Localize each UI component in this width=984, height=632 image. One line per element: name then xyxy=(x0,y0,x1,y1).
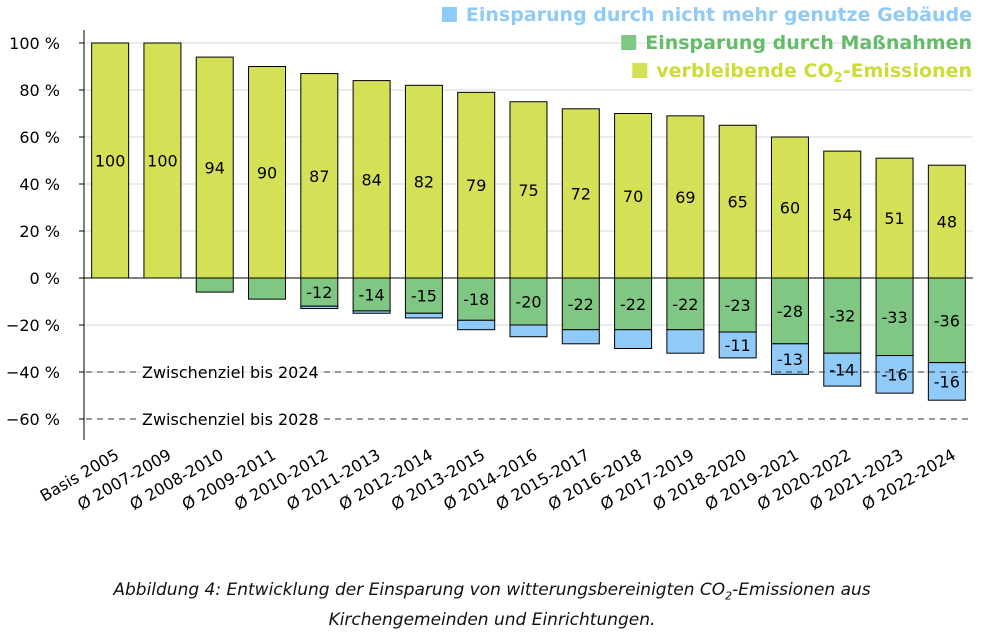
bar-remaining xyxy=(561,108,600,279)
caption-line-2: Kirchengemeinden und Einrichtungen. xyxy=(328,610,656,631)
bar-measures xyxy=(300,277,339,307)
data-label-remaining: 60 xyxy=(780,199,800,218)
y-tick-label: 40 % xyxy=(19,175,60,194)
bar-measures xyxy=(875,277,914,357)
data-label-buildings: -16 xyxy=(881,365,907,384)
bar-measures xyxy=(248,277,287,300)
caption-line-1: Abbildung 4: Entwicklung der Einsparung … xyxy=(113,580,871,603)
legend-swatch xyxy=(441,7,457,22)
bar-remaining xyxy=(352,80,391,279)
bar-remaining xyxy=(91,42,130,279)
data-label-measures: -23 xyxy=(725,296,751,315)
bar-buildings xyxy=(718,331,757,359)
data-label-remaining: 65 xyxy=(727,193,747,212)
bar-measures xyxy=(195,277,234,293)
data-label-measures: -22 xyxy=(672,295,698,314)
bar-remaining xyxy=(509,101,548,279)
bar-buildings xyxy=(509,324,548,338)
bar-buildings xyxy=(823,352,862,387)
y-tick-label: 100 % xyxy=(9,34,60,53)
bar-buildings xyxy=(614,329,653,350)
bar-buildings xyxy=(927,362,966,401)
y-tick-label: 80 % xyxy=(19,81,60,100)
data-label-remaining: 87 xyxy=(309,167,329,186)
y-tick-label: 20 % xyxy=(19,222,60,241)
legend-swatch xyxy=(621,35,637,50)
bar-buildings xyxy=(404,312,443,319)
data-label-remaining: 48 xyxy=(937,213,957,232)
data-label-buildings: -16 xyxy=(934,372,960,391)
bar-remaining xyxy=(404,84,443,279)
legend-label-text: Einsparung durch nicht mehr genutze Gebä… xyxy=(466,4,972,26)
bar-remaining xyxy=(457,91,496,279)
data-label-remaining: 75 xyxy=(518,181,538,200)
data-label-remaining: 100 xyxy=(95,152,126,171)
bar-measures xyxy=(770,277,809,345)
data-label-remaining: 100 xyxy=(147,152,178,171)
bar-remaining xyxy=(666,115,705,279)
data-label-measures: -32 xyxy=(829,307,855,326)
bar-remaining xyxy=(718,124,757,279)
data-label-measures: -33 xyxy=(881,308,907,327)
data-label-measures: -36 xyxy=(934,311,960,330)
legend-label-text: verbleibende CO xyxy=(656,60,833,82)
data-label-measures: -18 xyxy=(463,290,489,309)
legend-label: Einsparung durch Maßnahmen xyxy=(645,32,972,54)
bar-buildings xyxy=(457,319,496,331)
bar-remaining xyxy=(248,66,287,279)
data-label-measures: -12 xyxy=(306,283,332,302)
bar-remaining xyxy=(614,113,653,279)
data-label-remaining: 51 xyxy=(884,209,904,228)
data-label-remaining: 72 xyxy=(571,184,591,203)
data-label-buildings: -14 xyxy=(829,361,855,380)
reference-line-label: Zwischenziel bis 2028 xyxy=(142,410,319,429)
data-label-remaining: 84 xyxy=(361,170,381,189)
bar-remaining xyxy=(195,56,234,279)
bar-buildings xyxy=(875,355,914,394)
bar-buildings xyxy=(770,343,809,375)
data-label-measures: -14 xyxy=(359,285,385,304)
data-label-remaining: 82 xyxy=(414,173,434,192)
figure-caption: Abbildung 4: Entwicklung der Einsparung … xyxy=(0,578,984,632)
y-tick-label: −40 % xyxy=(6,363,60,382)
data-label-measures: -22 xyxy=(568,295,594,314)
data-label-remaining: 90 xyxy=(257,163,277,182)
legend-label: Einsparung durch nicht mehr genutze Gebä… xyxy=(466,4,972,26)
data-label-measures: -15 xyxy=(411,287,437,306)
legend-swatch xyxy=(632,63,648,78)
data-label-buildings: -11 xyxy=(725,336,751,355)
bar-measures xyxy=(927,277,966,364)
y-tick-label: 0 % xyxy=(30,269,60,288)
data-label-remaining: 70 xyxy=(623,187,643,206)
data-label-measures: -20 xyxy=(515,293,541,312)
bar-remaining xyxy=(300,73,339,279)
data-label-remaining: 69 xyxy=(675,188,695,207)
bar-remaining xyxy=(875,157,914,279)
bar-buildings xyxy=(300,305,339,310)
data-label-remaining: 54 xyxy=(832,206,852,225)
bar-buildings xyxy=(666,329,705,354)
bar-buildings xyxy=(561,329,600,345)
legend-label-text: Einsparung durch Maßnahmen xyxy=(645,32,972,54)
bar-remaining xyxy=(143,42,182,279)
bar-measures xyxy=(561,277,600,331)
bar-measures xyxy=(457,277,496,321)
bar-measures xyxy=(352,277,391,312)
legend-label-text: -Emissionen xyxy=(843,60,972,82)
bar-buildings xyxy=(352,310,391,314)
data-label-buildings: -13 xyxy=(777,350,803,369)
reference-line-label: Zwischenziel bis 2024 xyxy=(142,363,319,382)
y-tick-label: 60 % xyxy=(19,128,60,147)
data-label-remaining: 79 xyxy=(466,176,486,195)
y-tick-label: −20 % xyxy=(6,316,60,335)
bar-measures xyxy=(509,277,548,326)
chart: 100 % 80 % 60 % 40 % 20 % 0 % −20 % −40 % −60 % 1… xyxy=(6,4,973,514)
legend-label-subscript: 2 xyxy=(834,71,843,86)
data-label-remaining: 94 xyxy=(205,159,225,178)
legend-label: verbleibende CO2-Emissionen xyxy=(656,60,972,86)
y-tick-label: −60 % xyxy=(6,410,60,429)
data-label-measures: -22 xyxy=(620,295,646,314)
bar-remaining xyxy=(770,136,809,279)
data-label-measures: -28 xyxy=(777,302,803,321)
